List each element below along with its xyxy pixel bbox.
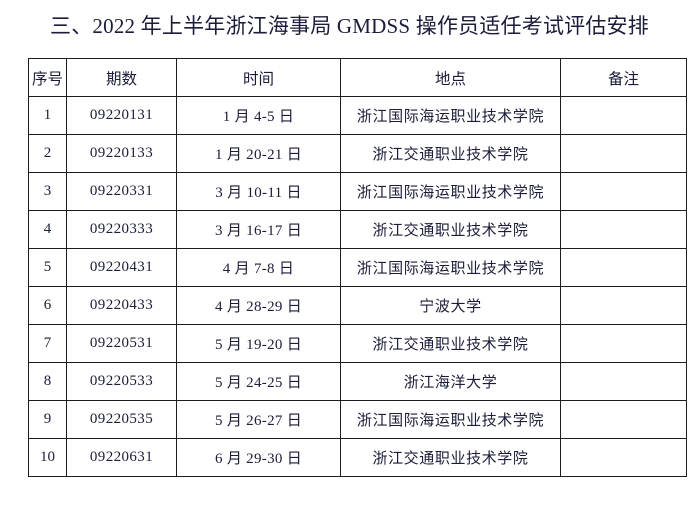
cell-batch: 09220131 xyxy=(66,96,177,135)
cell-batch: 09220535 xyxy=(66,400,177,439)
column-header-seq: 序号 xyxy=(28,58,67,97)
cell-place: 浙江国际海运职业技术学院 xyxy=(340,172,561,211)
column-header-batch: 期数 xyxy=(66,58,177,97)
cell-place: 浙江国际海运职业技术学院 xyxy=(340,96,561,135)
cell-time: 5 月 26-27 日 xyxy=(176,400,341,439)
cell-remark xyxy=(560,172,687,211)
cell-place: 浙江国际海运职业技术学院 xyxy=(340,400,561,439)
cell-time: 3 月 16-17 日 xyxy=(176,210,341,249)
cell-remark xyxy=(560,438,687,477)
cell-place: 浙江交通职业技术学院 xyxy=(340,438,561,477)
cell-remark xyxy=(560,248,687,287)
cell-remark xyxy=(560,286,687,325)
cell-seq: 10 xyxy=(28,438,67,477)
column-header-remark: 备注 xyxy=(560,58,687,97)
cell-batch: 09220331 xyxy=(66,172,177,211)
cell-batch: 09220531 xyxy=(66,324,177,363)
table-row: 7 09220531 5 月 19-20 日浙江交通职业技术学院 xyxy=(28,324,687,363)
cell-batch: 09220431 xyxy=(66,248,177,287)
table-row: 2 09220133 1 月 20-21 日浙江交通职业技术学院 xyxy=(28,134,687,173)
cell-time: 1 月 20-21 日 xyxy=(176,134,341,173)
table-row: 1 09220131 1 月 4-5 日浙江国际海运职业技术学院 xyxy=(28,96,687,135)
table-row: 8 09220533 5 月 24-25 日浙江海洋大学 xyxy=(28,362,687,401)
table-row: 4 09220333 3 月 16-17 日浙江交通职业技术学院 xyxy=(28,210,687,249)
table-header: 序号 期数 时间 地点 备注 xyxy=(28,58,687,97)
cell-time: 5 月 24-25 日 xyxy=(176,362,341,401)
cell-batch: 09220133 xyxy=(66,134,177,173)
table-row: 10 09220631 6 月 29-30 日浙江交通职业技术学院 xyxy=(28,438,687,477)
cell-place: 浙江交通职业技术学院 xyxy=(340,324,561,363)
schedule-table: 序号 期数 时间 地点 备注 1 09220131 1 月 4-5 日浙江国际海运职… xyxy=(28,58,687,477)
table-row: 6 09220433 4 月 28-29 日宁波大学 xyxy=(28,286,687,325)
cell-batch: 09220333 xyxy=(66,210,177,249)
cell-remark xyxy=(560,134,687,173)
cell-seq: 1 xyxy=(28,96,67,135)
cell-time: 4 月 28-29 日 xyxy=(176,286,341,325)
cell-seq: 2 xyxy=(28,134,67,173)
table-row: 9 09220535 5 月 26-27 日浙江国际海运职业技术学院 xyxy=(28,400,687,439)
page-title: 三、2022 年上半年浙江海事局 GMDSS 操作员适任考试评估安排 xyxy=(50,14,649,38)
cell-seq: 8 xyxy=(28,362,67,401)
cell-seq: 4 xyxy=(28,210,67,249)
cell-remark xyxy=(560,362,687,401)
cell-seq: 6 xyxy=(28,286,67,325)
cell-time: 1 月 4-5 日 xyxy=(176,96,341,135)
cell-batch: 09220631 xyxy=(66,438,177,477)
cell-remark xyxy=(560,324,687,363)
cell-place: 浙江交通职业技术学院 xyxy=(340,134,561,173)
cell-batch: 09220433 xyxy=(66,286,177,325)
column-header-time: 时间 xyxy=(176,58,341,97)
cell-place: 浙江交通职业技术学院 xyxy=(340,210,561,249)
cell-seq: 9 xyxy=(28,400,67,439)
table-body: 1 09220131 1 月 4-5 日浙江国际海运职业技术学院 2 09220133 1… xyxy=(28,96,687,477)
cell-time: 5 月 19-20 日 xyxy=(176,324,341,363)
cell-seq: 5 xyxy=(28,248,67,287)
table-header-row: 序号 期数 时间 地点 备注 xyxy=(28,58,687,97)
cell-time: 3 月 10-11 日 xyxy=(176,172,341,211)
cell-batch: 09220533 xyxy=(66,362,177,401)
cell-time: 4 月 7-8 日 xyxy=(176,248,341,287)
cell-place: 浙江海洋大学 xyxy=(340,362,561,401)
cell-time: 6 月 29-30 日 xyxy=(176,438,341,477)
cell-remark xyxy=(560,210,687,249)
table-row: 3 09220331 3 月 10-11 日浙江国际海运职业技术学院 xyxy=(28,172,687,211)
schedule-table-container: 序号 期数 时间 地点 备注 1 09220131 1 月 4-5 日浙江国际海运职… xyxy=(28,58,687,477)
cell-remark xyxy=(560,400,687,439)
cell-place: 宁波大学 xyxy=(340,286,561,325)
table-row: 5 09220431 4 月 7-8 日浙江国际海运职业技术学院 xyxy=(28,248,687,287)
cell-seq: 3 xyxy=(28,172,67,211)
cell-seq: 7 xyxy=(28,324,67,363)
cell-place: 浙江国际海运职业技术学院 xyxy=(340,248,561,287)
cell-remark xyxy=(560,96,687,135)
column-header-place: 地点 xyxy=(340,58,561,97)
